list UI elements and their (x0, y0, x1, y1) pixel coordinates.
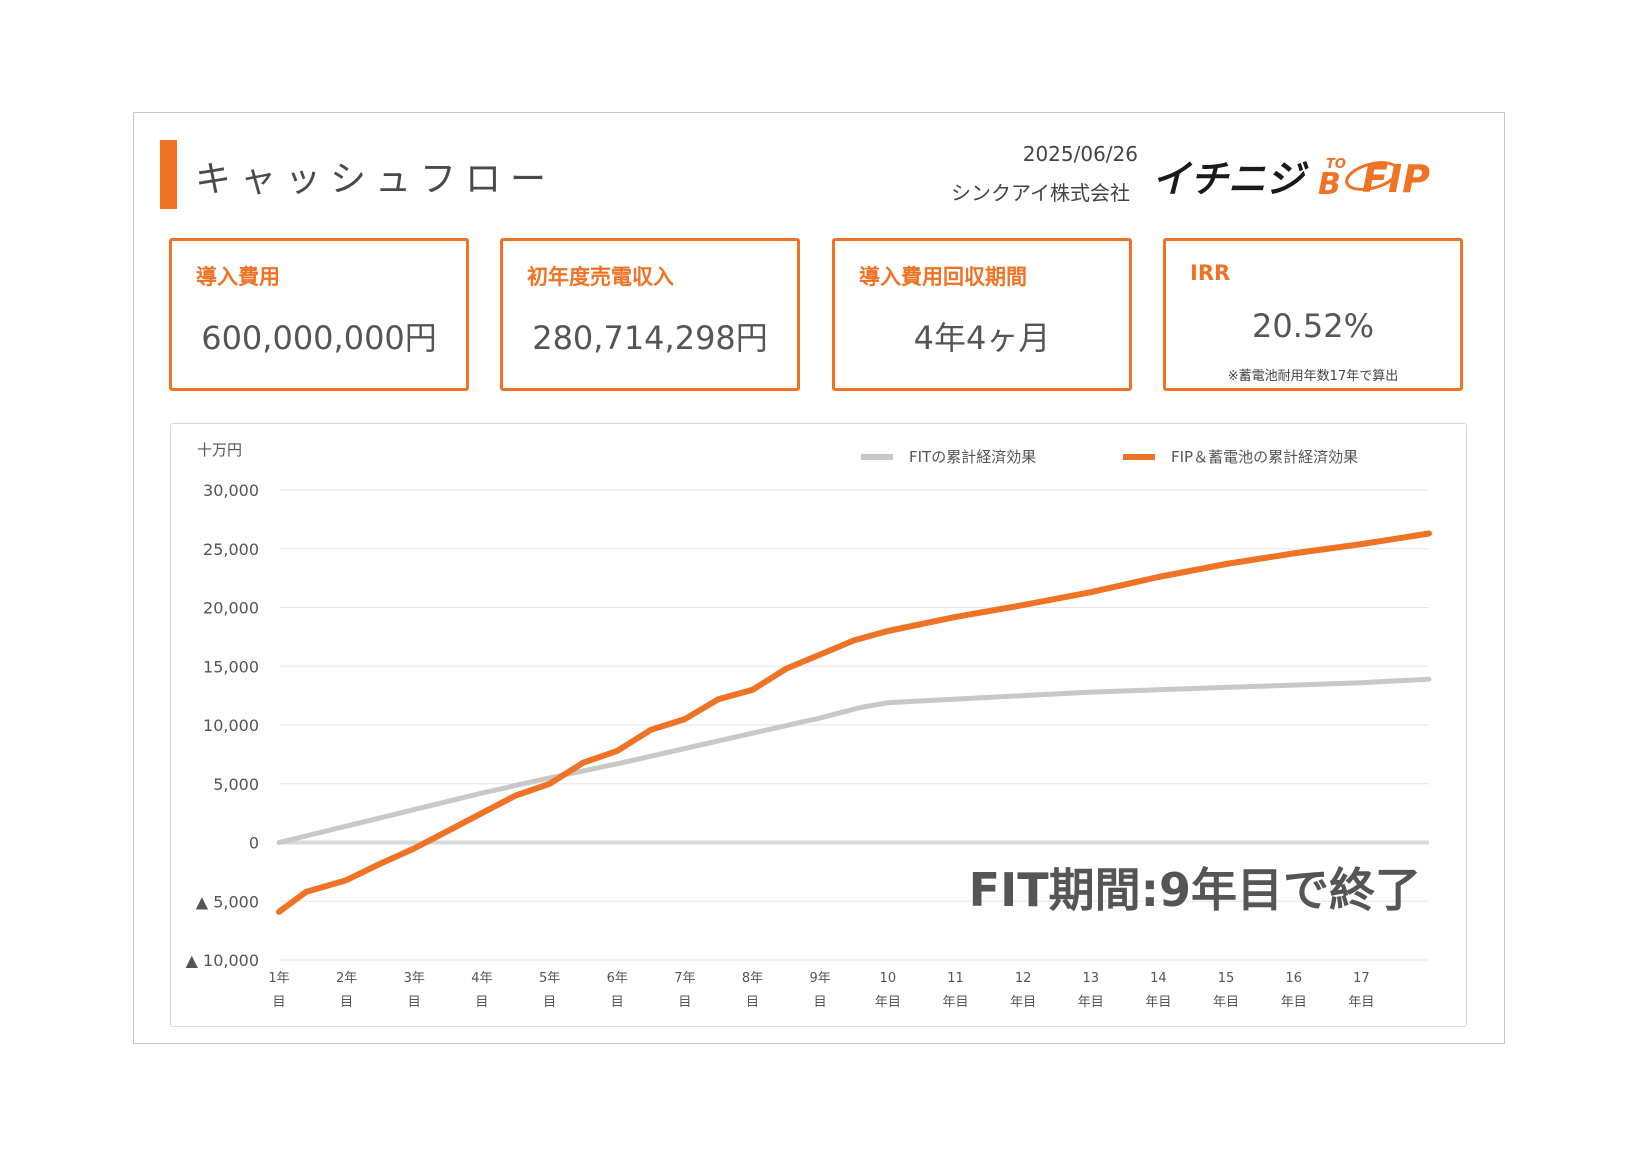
x-tick-label: 15 (1218, 971, 1235, 986)
kpi-note: ※蓄電池耐用年数17年で算出 (1227, 369, 1399, 384)
x-tick-label: 4年 (471, 971, 492, 986)
y-tick-label: 10,000 (203, 716, 259, 735)
x-tick-label: 年目 (1213, 995, 1239, 1010)
x-tick-label: 年目 (1281, 995, 1307, 1010)
x-tick-label: 目 (475, 995, 488, 1010)
y-tick-label: 15,000 (203, 657, 259, 676)
y-tick-label: 5,000 (213, 775, 259, 794)
x-tick-label: 13 (1082, 971, 1099, 986)
x-tick-label: 2年 (336, 971, 357, 986)
x-tick-label: 年目 (1145, 995, 1171, 1010)
x-tick-label: 目 (746, 995, 759, 1010)
kpi-value: 4年4ヶ月 (913, 319, 1051, 357)
x-tick-label: 目 (272, 995, 285, 1010)
title-accent-bar (160, 140, 177, 209)
x-tick-label: 1年 (268, 971, 289, 986)
x-tick-label: 11 (947, 971, 964, 986)
y-tick-label: 0 (249, 834, 259, 853)
x-tick-label: 8年 (742, 971, 763, 986)
x-tick-label: 10 (880, 971, 897, 986)
x-tick-label: 年目 (1348, 995, 1374, 1010)
kpi-value: 20.52% (1251, 307, 1374, 345)
brand-logo: イチニジ TO B FIP (1148, 148, 1470, 202)
x-tick-label: 6年 (607, 971, 628, 986)
x-tick-label: 16 (1285, 971, 1302, 986)
cashflow-chart: 十万円 30,000 25,000 20,000 15,000 10,000 5,000 0 ▲… (170, 423, 1467, 1027)
x-tick-label: 年目 (1010, 995, 1036, 1010)
kpi-card-first-year-revenue: 初年度売電収入 280,714,298円 (500, 238, 800, 391)
x-tick-label: 目 (340, 995, 353, 1010)
y-tick-label: 30,000 (203, 481, 259, 500)
kpi-label: 初年度売電収入 (527, 265, 674, 289)
x-tick-label: 目 (678, 995, 691, 1010)
y-tick-label: ▲ 5,000 (196, 892, 259, 911)
x-tick-label: 目 (814, 995, 827, 1010)
chart-svg: 十万円 30,000 25,000 20,000 15,000 10,000 5,000 0 ▲… (186, 441, 1432, 1010)
x-tick-label: 14 (1150, 971, 1167, 986)
y-tick-label: ▲ 10,000 (186, 951, 259, 970)
kpi-card-payback-period: 導入費用回収期間 4年4ヶ月 (832, 238, 1132, 391)
x-tick-label: 目 (611, 995, 624, 1010)
x-tick-label: 17 (1353, 971, 1370, 986)
fit-period-annotation: FIT期間:9年目で終了 (969, 863, 1421, 917)
kpi-card-initial-cost: 導入費用 600,000,000円 (169, 238, 469, 391)
logo-swoosh-icon (1345, 161, 1399, 191)
x-tick-label: 年目 (875, 995, 901, 1010)
kpi-label: 導入費用回収期間 (859, 265, 1027, 289)
x-tick-label: 9年 (810, 971, 831, 986)
x-tick-label: 目 (543, 995, 556, 1010)
x-tick-label: 年目 (1078, 995, 1104, 1010)
kpi-label: 導入費用 (196, 265, 280, 289)
logo-main-text: イチニジ (1152, 157, 1309, 201)
legend-label: FIP＆蓄電池の累計経済効果 (1171, 448, 1358, 466)
y-unit-label: 十万円 (197, 441, 242, 459)
fip-series-line (276, 530, 1432, 915)
y-tick-label: 20,000 (203, 599, 259, 618)
y-tick-label: 25,000 (203, 540, 259, 559)
kpi-label: IRR (1190, 261, 1231, 285)
company-name: シンクアイ株式会社 (951, 181, 1130, 205)
x-tick-label: 7年 (674, 971, 695, 986)
logo-fip-text: FIP (1362, 157, 1430, 201)
x-tick-label: 5年 (539, 971, 560, 986)
kpi-card-irr: IRR 20.52% ※蓄電池耐用年数17年で算出 (1163, 238, 1463, 391)
x-tick-label: 12 (1015, 971, 1032, 986)
kpi-value: 600,000,000円 (201, 319, 437, 357)
x-tick-label: 3年 (404, 971, 425, 986)
legend-label: FITの累計経済効果 (909, 448, 1036, 466)
x-tick-label: 目 (408, 995, 421, 1010)
logo-to-text: TO (1326, 157, 1346, 172)
logo-b-text: B (1318, 167, 1341, 202)
x-tick-label: 年目 (942, 995, 968, 1010)
report-date: 2025/06/26 (1022, 142, 1138, 166)
kpi-value: 280,714,298円 (532, 319, 768, 357)
fit-series-line (276, 676, 1432, 845)
page-title: キャッシュフロー (195, 159, 556, 200)
